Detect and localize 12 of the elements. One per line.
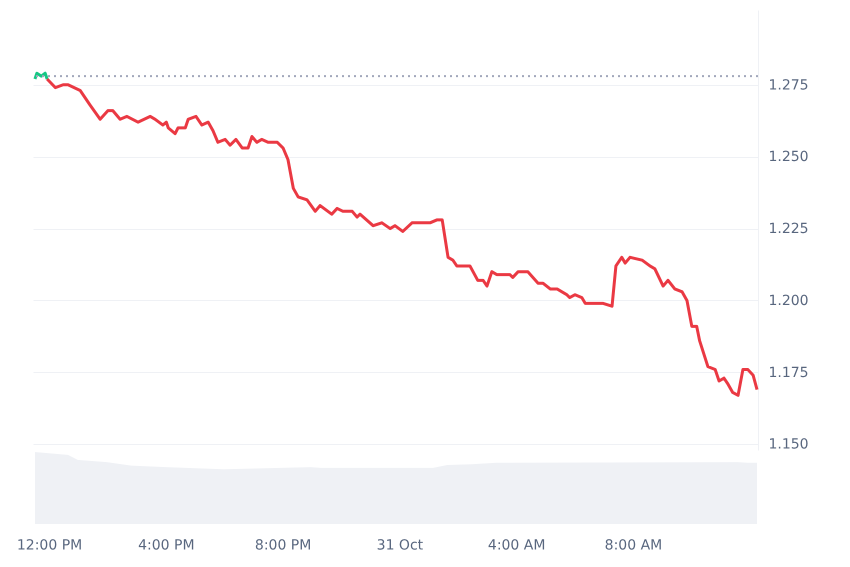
x-tick-label: 8:00 PM <box>254 538 312 554</box>
x-tick-label: 12:00 PM <box>16 538 82 554</box>
x-tick-label: 31 Oct <box>376 538 424 554</box>
y-tick-label: 1.250 <box>768 149 809 166</box>
y-tick-label: 1.225 <box>768 221 809 238</box>
y-tick-label: 1.275 <box>768 77 809 94</box>
y-tick-label: 1.200 <box>768 292 809 309</box>
y-tick-label: 1.175 <box>768 364 809 381</box>
x-tick-label: 4:00 PM <box>138 538 195 554</box>
y-tick-label: 1.150 <box>768 436 809 453</box>
x-tick-label: 8:00 AM <box>604 538 662 554</box>
x-tick-label: 4:00 AM <box>488 538 546 554</box>
